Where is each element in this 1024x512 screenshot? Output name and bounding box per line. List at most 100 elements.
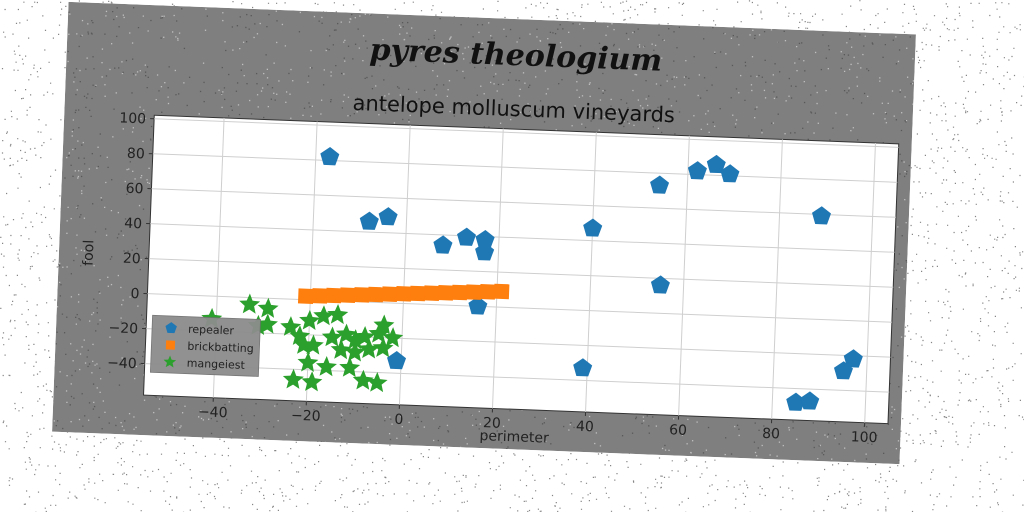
x-gridline	[678, 135, 690, 416]
x-gridline	[864, 142, 876, 423]
legend-marker-brickbatting	[165, 340, 176, 350]
point-mangeiest	[297, 351, 319, 372]
point-mangeiest	[280, 316, 302, 337]
point-brickbatting	[395, 286, 412, 302]
x-tick-label: −40	[198, 404, 228, 421]
point-brickbatting	[451, 284, 468, 301]
point-mangeiest	[335, 323, 357, 344]
point-repealer	[650, 175, 670, 194]
point-mangeiest	[302, 334, 324, 355]
point-mangeiest	[257, 313, 278, 334]
y-tick-label: −20	[108, 320, 138, 337]
y-gridline	[152, 153, 898, 183]
legend-markers	[163, 322, 177, 368]
point-repealer	[359, 211, 379, 230]
y-tick-label: 60	[125, 181, 143, 198]
legend-label-mangeiest: mangeiest	[187, 357, 246, 372]
point-mangeiest	[282, 368, 304, 389]
y-tick-label: 40	[124, 216, 142, 233]
point-mangeiest	[301, 371, 323, 392]
x-tick-label: 80	[762, 426, 780, 443]
point-repealer	[433, 235, 453, 254]
legend-label-repealer: repealer	[188, 323, 235, 338]
point-mangeiest	[358, 338, 380, 359]
point-mangeiest	[313, 305, 335, 326]
y-tick-label: 20	[123, 251, 141, 268]
x-tick-label: −20	[291, 408, 321, 425]
point-brickbatting	[353, 287, 370, 303]
point-mangeiest	[368, 323, 390, 344]
point-repealer	[812, 206, 832, 225]
point-repealer	[833, 361, 853, 380]
x-tick-label: 40	[576, 419, 594, 436]
y-gridline	[151, 188, 896, 218]
point-repealer	[786, 392, 806, 411]
point-brickbatting	[465, 284, 482, 300]
point-brickbatting	[367, 286, 384, 303]
point-repealer	[573, 358, 593, 377]
y-tick-label: −40	[107, 355, 137, 372]
x-axis-label: perimeter	[479, 428, 549, 447]
point-repealer	[378, 207, 398, 226]
series-layer	[201, 147, 863, 411]
legend: repealer brickbatting mangeiest	[149, 314, 261, 377]
point-mangeiest	[372, 337, 394, 358]
point-mangeiest	[315, 356, 337, 377]
point-brickbatting	[493, 283, 510, 300]
point-repealer	[720, 164, 740, 183]
point-mangeiest	[321, 326, 343, 347]
point-brickbatting	[297, 288, 314, 304]
point-mangeiest	[289, 325, 311, 346]
x-axis-ticks: −40 −20 0 20 40 60 80 100	[198, 397, 878, 446]
point-repealer	[468, 296, 488, 315]
y-gridline	[147, 293, 892, 323]
point-mangeiest	[373, 314, 395, 335]
point-mangeiest	[352, 369, 374, 390]
y-gridline	[146, 328, 891, 358]
point-mangeiest	[339, 356, 361, 378]
point-repealer	[475, 242, 495, 261]
y-gridline	[150, 223, 895, 253]
point-mangeiest	[344, 341, 366, 362]
point-mangeiest	[382, 327, 404, 348]
point-brickbatting	[409, 285, 426, 302]
series-repealer	[320, 147, 863, 411]
legend-box	[149, 314, 261, 377]
legend-label-brickbatting: brickbatting	[187, 340, 254, 356]
x-gridline	[491, 128, 504, 409]
point-repealer	[475, 230, 495, 249]
legend-marker-mangeiest	[163, 355, 177, 368]
figure: pyres theologium antelope molluscum vine…	[52, 1, 916, 465]
x-tick-label: 100	[850, 429, 877, 446]
plot-area	[143, 114, 900, 425]
y-tick-label: 0	[130, 286, 140, 302]
point-repealer	[320, 147, 340, 166]
point-mangeiest	[354, 326, 376, 347]
x-gridline	[771, 139, 783, 420]
legend-marker-repealer	[165, 322, 177, 334]
y-gridline	[148, 258, 894, 288]
y-gridline	[154, 118, 899, 148]
series-mangeiest	[201, 293, 404, 393]
point-mangeiest	[366, 372, 388, 393]
point-mangeiest	[330, 339, 352, 360]
series-brickbatting	[297, 283, 510, 304]
x-tick-label: 20	[483, 415, 501, 432]
y-axis-label: fool	[80, 240, 97, 267]
point-repealer	[687, 161, 707, 180]
y-tick-label: 80	[127, 146, 145, 163]
point-mangeiest	[257, 297, 279, 318]
y-tick-label: 100	[119, 110, 146, 127]
point-repealer	[387, 351, 407, 370]
point-repealer	[650, 275, 670, 294]
point-brickbatting	[437, 285, 454, 301]
point-repealer	[457, 227, 477, 246]
point-repealer	[706, 154, 726, 174]
point-brickbatting	[381, 286, 398, 302]
x-tick-label: 0	[394, 412, 404, 428]
point-repealer	[843, 349, 863, 368]
point-brickbatting	[325, 287, 342, 304]
point-mangeiest	[239, 293, 261, 314]
y-axis-ticks: −40 −20 0 20 40 60 80 100	[107, 110, 155, 372]
point-repealer	[583, 218, 603, 237]
